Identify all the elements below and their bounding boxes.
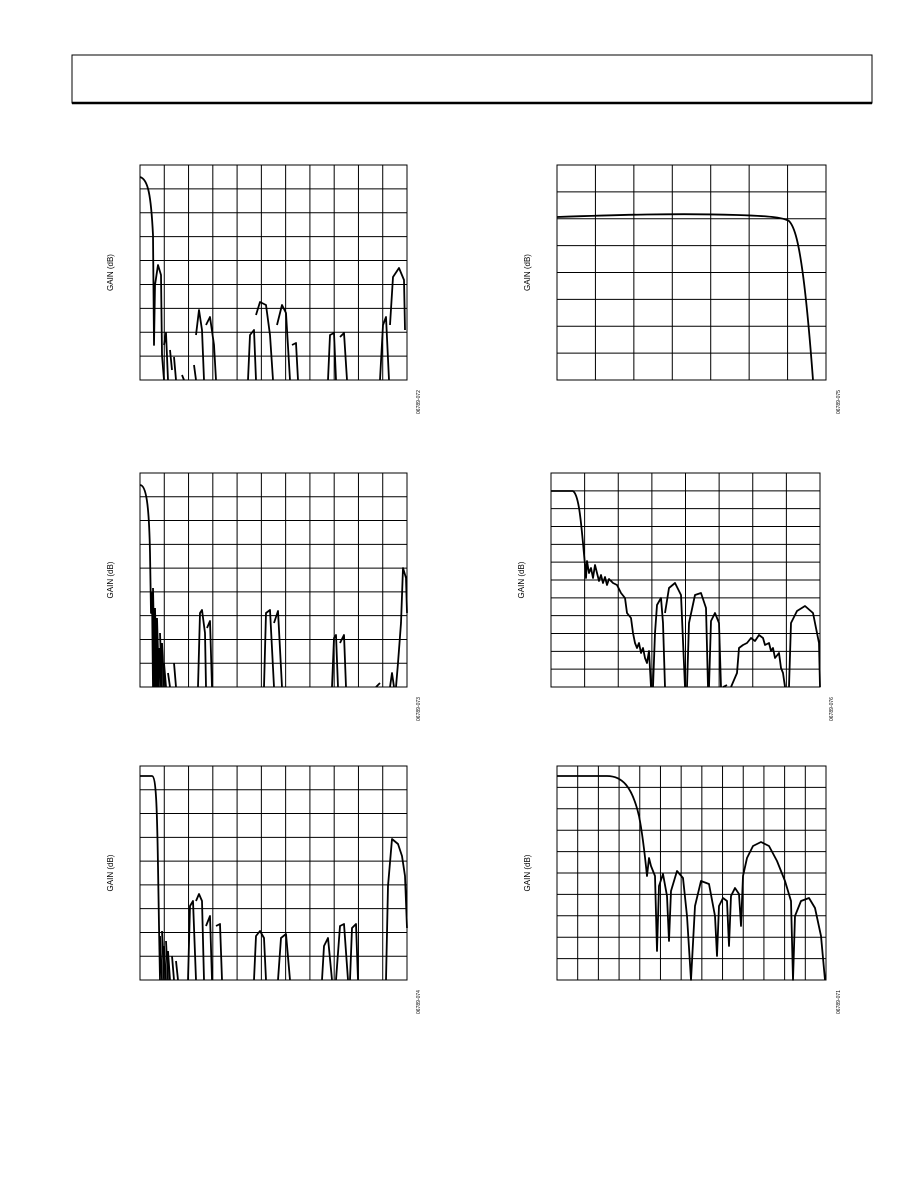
plot — [139, 765, 408, 981]
plot — [139, 472, 408, 688]
plot-frame — [139, 765, 408, 981]
response-curve — [140, 775, 408, 981]
plot-frame — [139, 164, 408, 381]
grid — [556, 765, 827, 981]
grid — [139, 472, 408, 688]
labels: GAIN (dB) 06789-072 GAIN (dB) 06789-075 GAIN… — [106, 254, 842, 1014]
grid — [139, 164, 408, 381]
header-box — [71, 54, 873, 104]
grid — [139, 765, 408, 981]
response-curve — [557, 775, 826, 981]
y-axis-label: GAIN (dB) — [523, 254, 532, 291]
y-axis-label: GAIN (dB) — [517, 561, 526, 598]
plot — [139, 164, 408, 381]
y-axis-label: GAIN (dB) — [523, 854, 532, 891]
response-curve — [556, 213, 814, 381]
plot — [550, 472, 821, 688]
y-axis-label: GAIN (dB) — [106, 254, 115, 291]
figure-id: 06789-075 — [836, 390, 842, 414]
figure-id: 06789-071 — [836, 990, 842, 1014]
figure-id: 06789-076 — [829, 697, 835, 721]
plot-frame — [139, 472, 408, 688]
grid — [556, 164, 827, 381]
y-axis-label: GAIN (dB) — [106, 561, 115, 598]
response-curve — [551, 490, 821, 688]
response-curve — [139, 176, 406, 381]
figure-id: 06789-073 — [416, 697, 422, 721]
y-axis-label: GAIN (dB) — [106, 854, 115, 891]
plot — [556, 765, 827, 981]
grid — [550, 472, 821, 688]
figure-id: 06789-072 — [416, 390, 422, 414]
figure-id: 06789-074 — [416, 990, 422, 1014]
response-curve — [139, 484, 408, 688]
plot — [556, 164, 827, 381]
